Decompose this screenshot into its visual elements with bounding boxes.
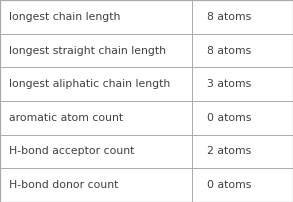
Text: longest aliphatic chain length: longest aliphatic chain length (9, 79, 170, 89)
Text: 3 atoms: 3 atoms (207, 79, 251, 89)
Text: longest straight chain length: longest straight chain length (9, 45, 166, 56)
Text: 0 atoms: 0 atoms (207, 180, 251, 190)
Text: longest chain length: longest chain length (9, 12, 120, 22)
Text: aromatic atom count: aromatic atom count (9, 113, 123, 123)
Text: 0 atoms: 0 atoms (207, 113, 251, 123)
Text: H-bond donor count: H-bond donor count (9, 180, 118, 190)
Text: 8 atoms: 8 atoms (207, 12, 251, 22)
Text: 2 atoms: 2 atoms (207, 146, 251, 157)
Text: 8 atoms: 8 atoms (207, 45, 251, 56)
Text: H-bond acceptor count: H-bond acceptor count (9, 146, 134, 157)
